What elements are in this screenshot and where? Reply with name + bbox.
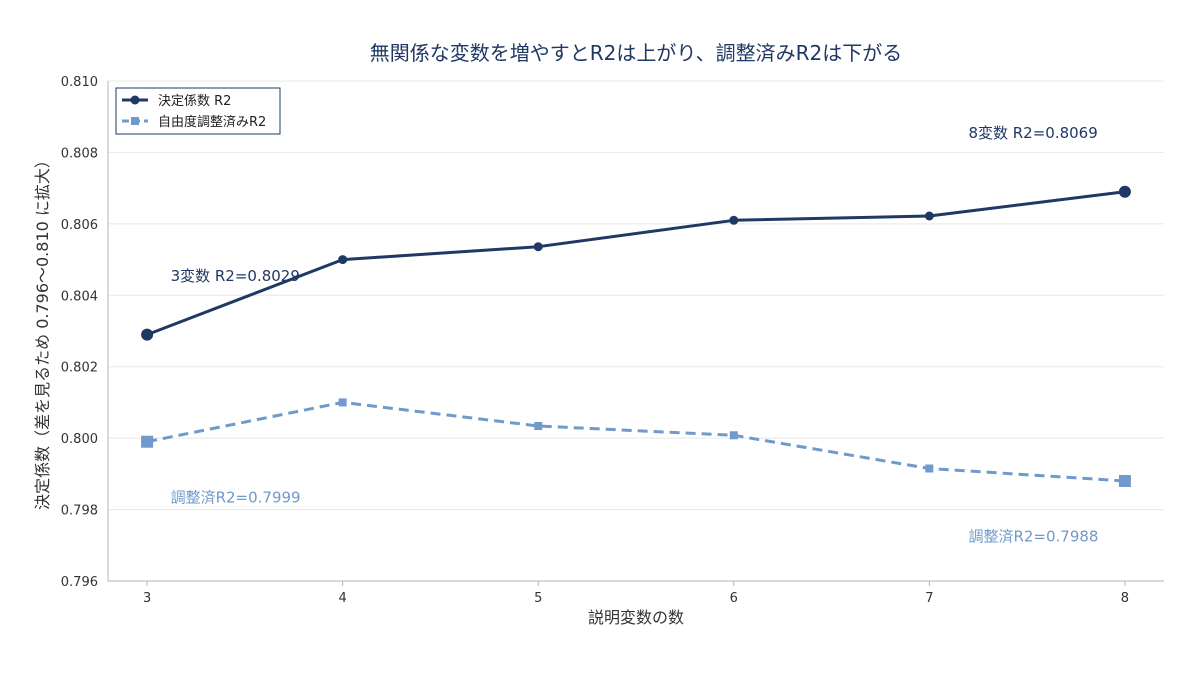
y-tick-label: 0.798 bbox=[61, 504, 98, 519]
legend: 決定係数 R2 自由度調整済みR2 bbox=[115, 87, 281, 135]
y-tick-label: 0.796 bbox=[61, 575, 98, 590]
data-point bbox=[925, 464, 934, 473]
data-point bbox=[141, 328, 154, 341]
series-adjusted-r2 bbox=[141, 398, 1131, 487]
y-tick-label: 0.800 bbox=[61, 432, 98, 447]
data-point bbox=[1118, 475, 1131, 487]
y-axis-label: 決定係数（差を見るため 0.796〜0.810 に拡大） bbox=[33, 152, 52, 510]
y-tick-label: 0.810 bbox=[61, 75, 98, 90]
annotation-label: 調整済R2=0.7988 bbox=[968, 528, 1098, 546]
x-tick-label: 4 bbox=[339, 591, 347, 606]
legend-box bbox=[115, 87, 281, 135]
x-tick-label: 8 bbox=[1121, 591, 1129, 606]
y-tick-label: 0.802 bbox=[61, 361, 98, 376]
x-axis-label: 説明変数の数 bbox=[588, 608, 684, 627]
legend-marker-adj-r2 bbox=[131, 117, 139, 125]
data-point bbox=[533, 242, 543, 252]
data-point bbox=[534, 422, 543, 430]
y-tick-label: 0.808 bbox=[61, 146, 98, 161]
series-layer bbox=[141, 185, 1131, 487]
data-point bbox=[729, 431, 738, 440]
y-tick-labels: 0.796 0.798 0.800 0.802 0.804 0.806 0.808 0.810 bbox=[61, 75, 98, 590]
annotation-label: 8変数 R2=0.8069 bbox=[968, 124, 1097, 142]
annotation-label: 調整済R2=0.7999 bbox=[171, 488, 301, 506]
x-tick-label: 6 bbox=[730, 591, 738, 606]
data-point bbox=[338, 398, 347, 407]
data-point bbox=[924, 211, 934, 221]
annotations: 3変数 R2=0.8029 8変数 R2=0.8069 調整済R2=0.7999 調整… bbox=[171, 124, 1099, 546]
series-r2 bbox=[141, 185, 1131, 341]
data-point bbox=[141, 435, 154, 448]
x-tick-label: 7 bbox=[925, 591, 933, 606]
x-tick-label: 3 bbox=[143, 591, 151, 606]
data-point bbox=[1118, 185, 1131, 198]
axes bbox=[107, 81, 1164, 582]
y-tick-label: 0.804 bbox=[61, 289, 98, 304]
chart-title: 無関係な変数を増やすとR2は上がり、調整済みR2は下がる bbox=[370, 41, 902, 65]
data-point bbox=[338, 255, 348, 265]
x-tick-label: 5 bbox=[534, 591, 542, 606]
legend-label-adj-r2: 自由度調整済みR2 bbox=[158, 114, 266, 130]
series-line bbox=[146, 190, 1126, 337]
data-point bbox=[729, 215, 739, 225]
annotation-label: 3変数 R2=0.8029 bbox=[171, 267, 300, 285]
y-tick-label: 0.806 bbox=[61, 218, 98, 233]
x-tick-labels: 3 4 5 6 7 8 bbox=[143, 581, 1129, 606]
legend-label-r2: 決定係数 R2 bbox=[158, 94, 231, 109]
grid-lines bbox=[108, 80, 1164, 511]
series-line bbox=[146, 400, 1125, 483]
legend-marker-r2 bbox=[130, 95, 140, 105]
